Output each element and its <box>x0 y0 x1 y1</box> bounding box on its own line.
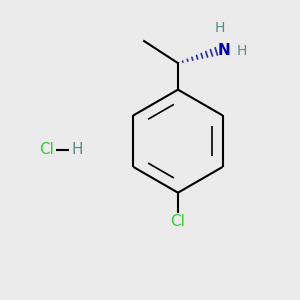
Text: N: N <box>218 43 230 58</box>
Text: H: H <box>71 142 82 158</box>
Text: H: H <box>236 44 247 58</box>
Text: Cl: Cl <box>170 214 185 229</box>
Text: Cl: Cl <box>39 142 54 158</box>
Text: H: H <box>214 21 225 35</box>
